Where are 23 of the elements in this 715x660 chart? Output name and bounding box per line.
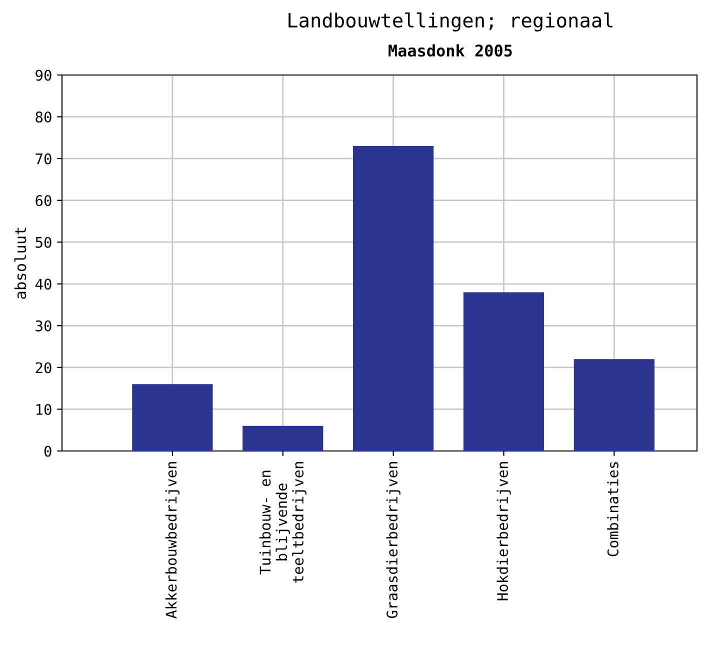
bar <box>574 359 654 451</box>
bar <box>352 146 434 451</box>
bar <box>132 384 213 451</box>
y-tick-label: 30 <box>36 320 52 332</box>
bar <box>463 292 544 451</box>
x-tick-label: Hokdierbedrijven <box>496 462 511 600</box>
y-tick-label: 40 <box>35 278 52 290</box>
y-tick-label: 60 <box>36 195 52 206</box>
y-tick-label: 70 <box>36 153 52 164</box>
y-axis-title: absoluut <box>14 228 26 299</box>
chart-title: Landbouwtellingen; regionaal <box>288 12 612 32</box>
y-tick-label: 80 <box>36 112 52 123</box>
x-tick-label: Akkerbouwbedrijven <box>165 462 180 618</box>
y-tick-label: 50 <box>36 236 52 248</box>
chart-subtitle: Maasdonk 2005 <box>388 44 512 57</box>
y-tick-label: 0 <box>44 446 52 457</box>
bar <box>242 426 324 451</box>
y-tick-label: 20 <box>36 362 52 374</box>
y-tick-label: 10 <box>36 404 52 416</box>
x-tick-label: Combinaties <box>607 462 618 556</box>
x-tick-label: Graasdierbedrijven <box>386 462 400 618</box>
x-tick-label: Tuinbouw- en blijvende teeltbedrijven <box>259 462 306 583</box>
y-tick-label: 90 <box>36 70 52 81</box>
